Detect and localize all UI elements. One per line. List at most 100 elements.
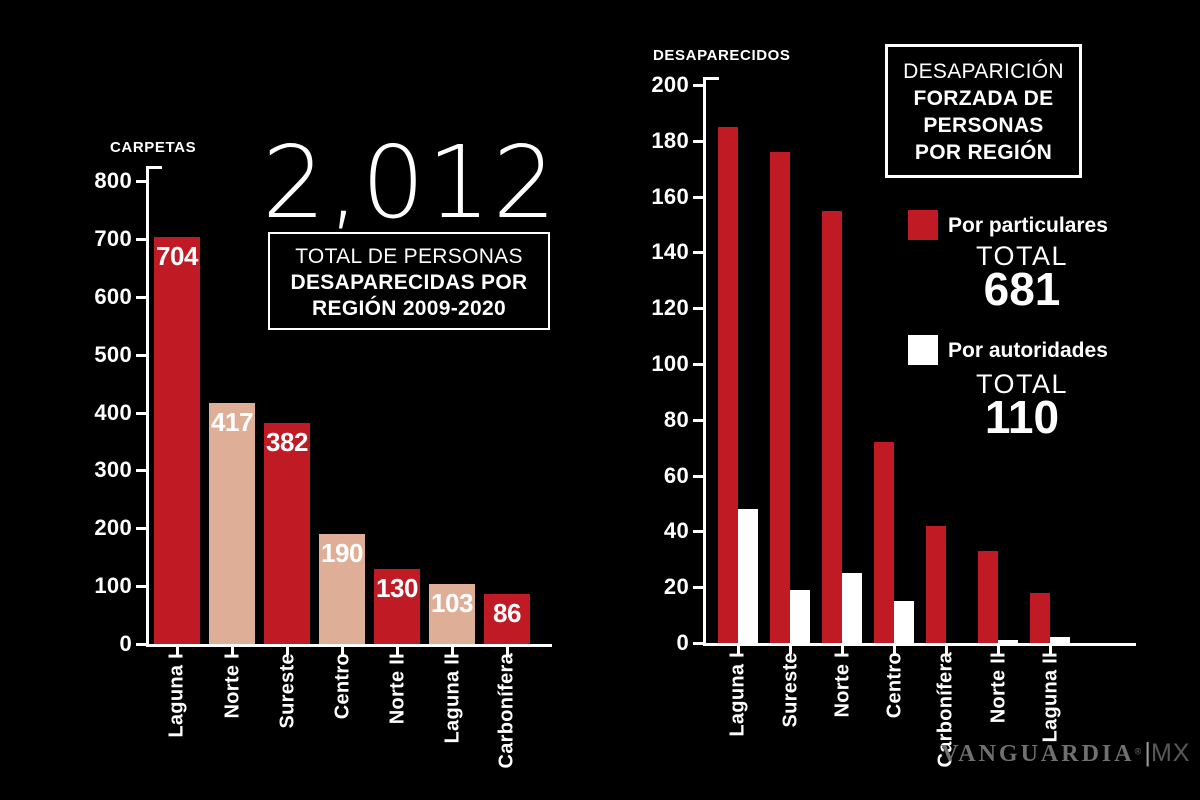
y-tick-label: 100 (94, 573, 132, 599)
y-tick (136, 237, 146, 241)
y-tick-label: 100 (651, 351, 689, 376)
bar-value-label: 190 (321, 538, 363, 569)
x-tick (737, 646, 740, 654)
y-tick-label: 200 (651, 72, 689, 97)
bar-carbonifera (484, 594, 530, 644)
x-axis-line (146, 644, 552, 647)
x-tick (506, 647, 509, 655)
x-tick (341, 647, 344, 655)
y-axis-line (703, 77, 706, 646)
left-title-line-2: DESAPARECIDAS POR (290, 271, 528, 294)
legend-total-particulares: 681 (983, 263, 1061, 315)
logo-separator-icon: | (1144, 737, 1151, 767)
vanguardia-logo: VANGUARDIA® |MX (941, 737, 1190, 768)
y-tick-label: 120 (651, 295, 689, 321)
y-tick-label: 160 (651, 183, 689, 209)
right-axis-title: DESAPARECIDOS (653, 47, 791, 64)
bar-value-label: 86 (493, 598, 521, 629)
legend-label-autoridades: Por autoridades (948, 339, 1108, 362)
x-axis-label-norte-ii: Norte II (987, 652, 1009, 724)
y-tick (136, 180, 146, 183)
right-title-line-4: POR REGIÓN (914, 141, 1053, 164)
y-tick-label: 40 (663, 518, 689, 544)
y-axis-cap (146, 166, 162, 169)
bar-value-label: 103 (431, 588, 473, 619)
bar-value-label: 130 (376, 572, 418, 603)
x-tick (231, 647, 234, 655)
y-tick (693, 586, 703, 590)
x-tick (1049, 646, 1052, 654)
bar-laguna-ii-por-particulares (1030, 592, 1050, 643)
right-title-line-2: FORZADA DE (913, 87, 1054, 110)
x-tick (286, 647, 289, 655)
y-tick (136, 353, 146, 357)
right-title-line-1: DESAPARICIÓN (903, 60, 1064, 83)
right-title-box: DESAPARICIÓN FORZADA DE PERSONAS POR REG… (885, 44, 1082, 178)
y-axis-cap (703, 77, 719, 80)
y-tick (693, 363, 703, 366)
bar-norte-ii-por-autoridades (998, 640, 1018, 643)
y-tick (693, 307, 703, 311)
y-tick (693, 642, 703, 645)
y-tick (136, 585, 146, 589)
y-tick-label: 600 (94, 283, 132, 309)
y-tick (136, 527, 146, 531)
x-tick (997, 646, 1000, 654)
legend-swatch-autoridades (908, 335, 938, 365)
legend-swatch-particulares (908, 210, 938, 240)
bar-value-label: 704 (156, 240, 198, 271)
x-axis-label-sureste: Sureste (779, 652, 801, 728)
y-tick-label: 20 (663, 574, 689, 600)
bar-carbonifera-por-particulares (926, 525, 946, 643)
bar-norte-i-por-particulares (822, 210, 842, 643)
bar-norte-ii-por-particulares (978, 550, 998, 643)
left-title-line-3: REGIÓN 2009-2020 (312, 297, 506, 320)
y-axis-line (146, 166, 149, 647)
y-tick-label: 400 (94, 399, 132, 425)
left-axis-title: CARPETAS (110, 139, 197, 156)
legend-total-autoridades: 110 (984, 391, 1060, 443)
logo-brand: VANGUARDIA (941, 741, 1135, 767)
y-tick (136, 411, 146, 415)
bar-laguna-i (154, 236, 200, 644)
legend-total-word-particulares: TOTAL (975, 241, 1069, 271)
y-tick (136, 295, 146, 299)
x-axis-label-norte-i: Norte I (831, 652, 853, 718)
logo-suffix: MX (1150, 739, 1191, 767)
legend-label-particulares: Por particulares (948, 214, 1108, 237)
bar-norte-i-por-autoridades (842, 573, 862, 643)
y-tick (693, 139, 703, 143)
y-tick-label: 140 (651, 239, 689, 265)
bar-laguna-ii (429, 584, 475, 644)
x-tick (789, 646, 792, 654)
y-tick-label: 80 (663, 406, 689, 432)
y-tick (136, 469, 146, 473)
x-axis-label-centro: Centro (883, 652, 905, 719)
y-tick (693, 418, 703, 422)
right-title-line-3: PERSONAS (923, 114, 1044, 137)
y-tick (693, 195, 703, 199)
y-tick (693, 474, 703, 478)
left-title-line-1: TOTAL DE PERSONAS (295, 245, 523, 268)
x-tick (893, 646, 896, 654)
bar-sureste-por-autoridades (790, 589, 810, 643)
y-tick-label: 800 (94, 168, 132, 193)
y-tick-label: 180 (651, 127, 689, 153)
x-tick (396, 647, 399, 655)
bar-laguna-i-por-autoridades (738, 509, 758, 643)
y-tick-label: 60 (663, 462, 689, 488)
bar-centro-por-particulares (874, 442, 894, 643)
x-tick (945, 646, 948, 654)
logo-registered-mark: ® (1134, 746, 1142, 757)
y-tick-label: 0 (119, 631, 132, 656)
bar-value-label: 417 (211, 406, 253, 437)
y-tick (136, 643, 146, 646)
bar-centro-por-autoridades (894, 601, 914, 643)
legend-total-word-autoridades: TOTAL (975, 369, 1069, 399)
y-tick-label: 500 (94, 341, 132, 367)
bar-laguna-ii-por-autoridades (1050, 637, 1070, 643)
bar-norte-i (209, 402, 255, 644)
